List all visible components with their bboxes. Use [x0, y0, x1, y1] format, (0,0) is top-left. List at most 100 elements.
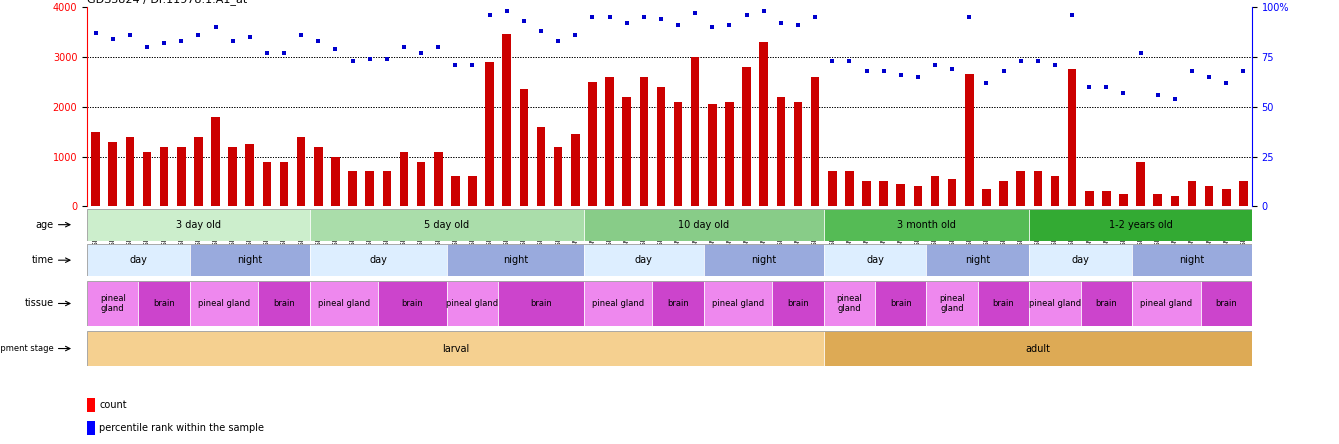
- Bar: [674, 102, 683, 206]
- Bar: [1205, 186, 1213, 206]
- Point: [873, 67, 894, 74]
- Text: 1-2 years old: 1-2 years old: [1109, 220, 1173, 230]
- Point: [445, 61, 466, 68]
- Text: pineal gland: pineal gland: [317, 299, 370, 308]
- Bar: [177, 147, 186, 206]
- Text: development stage: development stage: [0, 344, 54, 353]
- Point: [976, 79, 998, 86]
- Point: [376, 55, 398, 62]
- Point: [273, 49, 295, 56]
- Bar: [537, 127, 545, 206]
- Bar: [87, 421, 95, 435]
- Point: [838, 57, 860, 64]
- Bar: [1170, 196, 1180, 206]
- Bar: [811, 77, 819, 206]
- Bar: [927, 244, 1030, 276]
- Point: [890, 71, 912, 78]
- Point: [1044, 61, 1066, 68]
- Bar: [584, 244, 704, 276]
- Bar: [245, 144, 254, 206]
- Bar: [229, 147, 237, 206]
- Text: pineal
gland: pineal gland: [939, 294, 965, 313]
- Bar: [913, 186, 923, 206]
- Bar: [862, 182, 870, 206]
- Bar: [280, 162, 288, 206]
- Bar: [927, 281, 977, 326]
- Text: adult: adult: [1026, 344, 1050, 353]
- Text: pineal gland: pineal gland: [1141, 299, 1192, 308]
- Bar: [1030, 209, 1252, 241]
- Bar: [691, 57, 699, 206]
- Point: [856, 67, 877, 74]
- Bar: [1188, 182, 1196, 206]
- Point: [291, 31, 312, 38]
- Text: larval: larval: [442, 344, 469, 353]
- Bar: [469, 176, 477, 206]
- Point: [616, 19, 637, 26]
- Bar: [999, 182, 1008, 206]
- Bar: [1034, 171, 1042, 206]
- Point: [222, 37, 244, 44]
- Point: [462, 61, 483, 68]
- Point: [753, 7, 774, 14]
- Text: percentile rank within the sample: percentile rank within the sample: [99, 423, 264, 433]
- Point: [308, 37, 329, 44]
- Bar: [416, 162, 426, 206]
- Bar: [726, 102, 734, 206]
- Bar: [520, 89, 528, 206]
- Text: 10 day old: 10 day old: [678, 220, 730, 230]
- Bar: [502, 34, 511, 206]
- Bar: [190, 244, 309, 276]
- Point: [359, 55, 380, 62]
- Bar: [379, 281, 447, 326]
- Bar: [794, 102, 802, 206]
- Point: [667, 21, 688, 28]
- Bar: [87, 209, 309, 241]
- Bar: [159, 147, 169, 206]
- Bar: [823, 331, 1252, 366]
- Bar: [823, 281, 876, 326]
- Bar: [194, 137, 202, 206]
- Bar: [1067, 69, 1077, 206]
- Point: [240, 33, 261, 40]
- Text: brain: brain: [1095, 299, 1117, 308]
- Point: [1148, 91, 1169, 98]
- Point: [513, 17, 534, 24]
- Bar: [823, 209, 1030, 241]
- Bar: [87, 398, 95, 412]
- Text: time: time: [32, 255, 54, 265]
- Point: [1113, 89, 1134, 96]
- Bar: [588, 82, 597, 206]
- Text: day: day: [635, 255, 652, 265]
- Text: 3 month old: 3 month old: [897, 220, 956, 230]
- Bar: [262, 162, 272, 206]
- Bar: [1085, 191, 1094, 206]
- Point: [479, 11, 501, 18]
- Bar: [258, 281, 309, 326]
- Text: pineal
gland: pineal gland: [837, 294, 862, 313]
- Point: [908, 73, 929, 80]
- Bar: [1131, 281, 1201, 326]
- Point: [256, 49, 277, 56]
- Bar: [447, 281, 498, 326]
- Bar: [623, 97, 631, 206]
- Point: [1062, 11, 1083, 18]
- Point: [924, 61, 945, 68]
- Bar: [948, 179, 956, 206]
- Point: [548, 37, 569, 44]
- Text: age: age: [36, 220, 54, 230]
- Bar: [138, 281, 190, 326]
- Bar: [897, 184, 905, 206]
- Bar: [704, 244, 823, 276]
- Bar: [965, 74, 973, 206]
- Point: [102, 35, 123, 42]
- Bar: [876, 281, 927, 326]
- Point: [565, 31, 586, 38]
- Text: pineal
gland: pineal gland: [100, 294, 126, 313]
- Bar: [777, 97, 785, 206]
- Bar: [190, 281, 258, 326]
- Point: [992, 67, 1014, 74]
- Bar: [773, 281, 823, 326]
- Point: [1078, 83, 1099, 90]
- Point: [599, 13, 620, 20]
